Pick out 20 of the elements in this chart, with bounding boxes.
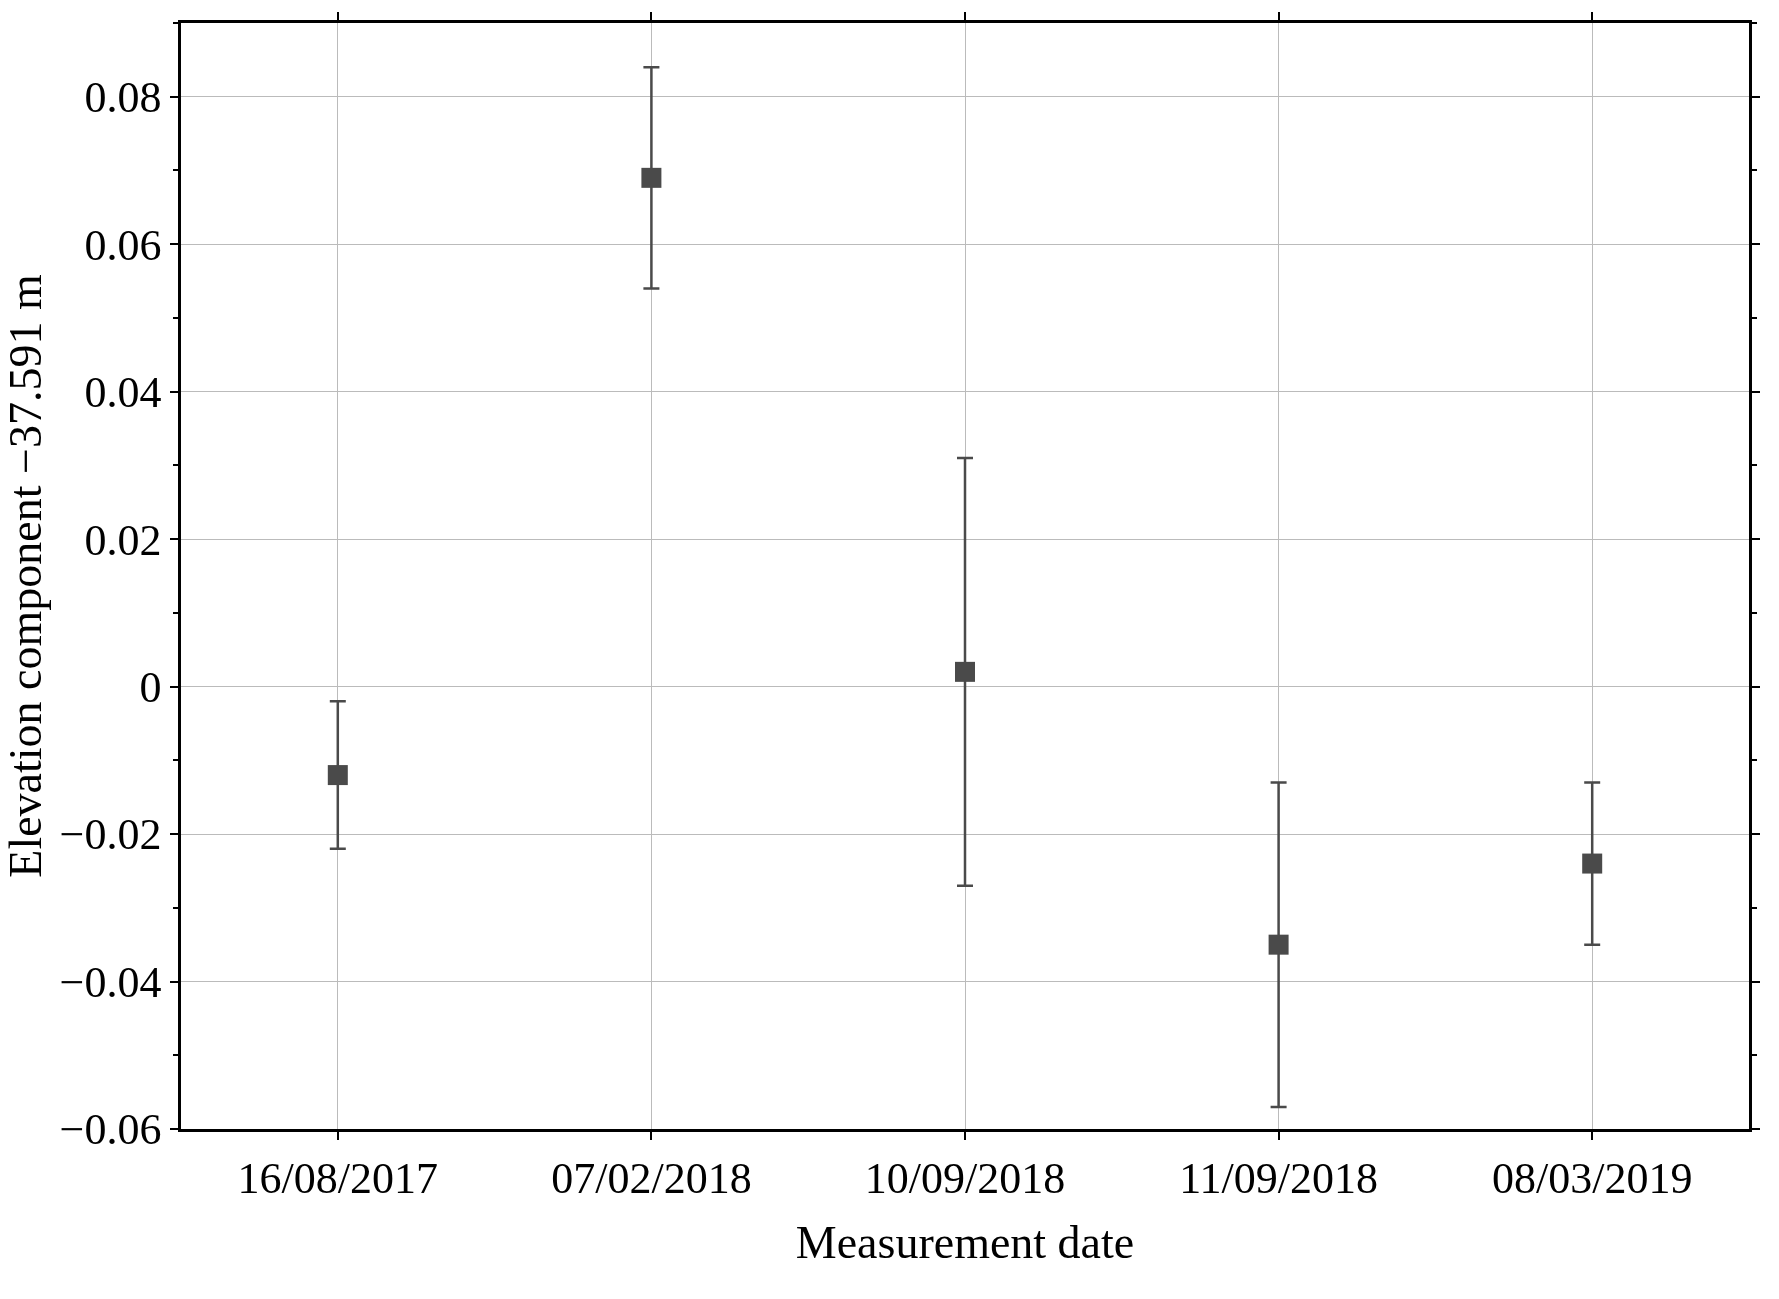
y-tick-label: 0.08: [84, 73, 162, 123]
x-tick-label: 08/03/2019: [1491, 1153, 1693, 1203]
y-tick-label: −0.04: [59, 957, 162, 1007]
point: [641, 167, 662, 188]
x-tick-label: 11/09/2018: [1179, 1153, 1379, 1203]
y-tick-label: 0.06: [84, 220, 162, 270]
y-tick-label: 0.02: [84, 515, 162, 565]
point: [955, 661, 975, 682]
y-axis-title: Elevation component −37.591 m: [0, 274, 51, 878]
point: [1582, 853, 1603, 874]
point: [1268, 934, 1289, 955]
y-tick-label: −0.02: [59, 810, 162, 860]
x-tick-label: 16/08/2017: [237, 1153, 439, 1203]
y-tick-label: 0.04: [84, 368, 162, 418]
x-axis-title: Measurement date: [795, 1217, 1135, 1269]
y-tick-label: −0.06: [59, 1105, 162, 1155]
x-tick-label: 07/02/2018: [551, 1153, 752, 1203]
x-tick-label: 10/09/2018: [864, 1153, 1066, 1203]
y-tick-label: 0: [139, 663, 162, 712]
point: [327, 765, 348, 786]
